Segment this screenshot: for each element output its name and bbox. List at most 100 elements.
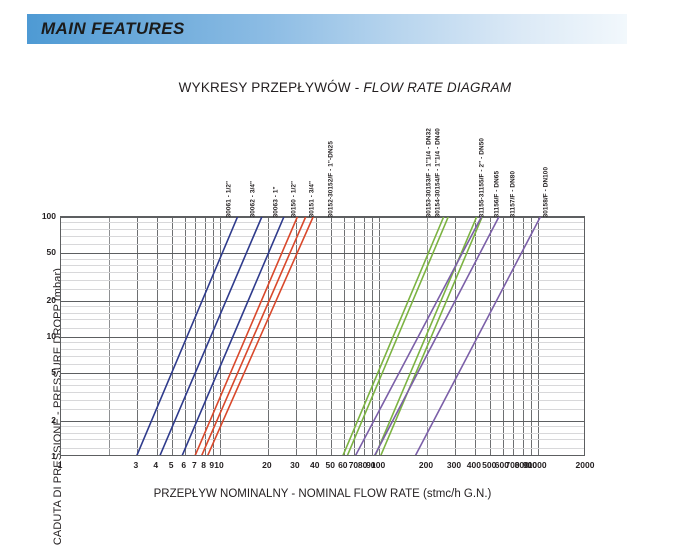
x-tick-label: 5 (168, 460, 174, 470)
gridline-horizontal (61, 264, 584, 266)
y-tick-label: 5 (51, 367, 56, 378)
gridline-vertical (426, 217, 428, 455)
gridline-vertical (136, 217, 138, 455)
gridline-vertical (343, 217, 345, 455)
curve-line (342, 217, 445, 455)
x-tick-label: 3 (133, 460, 139, 470)
x-tick-label: 8 (201, 460, 206, 470)
x-tick-label: 70 (348, 460, 359, 470)
curve-line (201, 217, 307, 455)
gridline-horizontal (61, 235, 584, 237)
curve-line (181, 217, 285, 455)
gridline-horizontal (61, 289, 584, 291)
curve-line (136, 217, 239, 455)
gridline-vertical (331, 217, 333, 455)
curve-line (159, 217, 263, 455)
curve-line (374, 217, 478, 455)
diagram-title-en: FLOW RATE DIAGRAM (363, 80, 512, 95)
gridline-horizontal (61, 312, 584, 314)
series-label: 30153-30153/F - 1"1/4 - DN32 (425, 128, 433, 218)
gridline-vertical (156, 217, 158, 455)
gridline-vertical (490, 217, 492, 455)
y-tick-label: 50 (46, 247, 56, 258)
gridline-vertical (108, 217, 110, 455)
gridline-vertical (220, 217, 222, 455)
gridline-horizontal (61, 222, 584, 224)
gridline-horizontal (61, 306, 584, 308)
curve-line (346, 217, 449, 455)
curve-line (207, 217, 314, 455)
gridline-vertical (195, 217, 197, 455)
gridline-vertical (454, 217, 456, 455)
x-tick-label: 9 (209, 460, 215, 470)
curve-line (373, 217, 500, 455)
diagram-title: WYKRESY PRZEPŁYWÓW - FLOW RATE DIAGRAM (0, 80, 690, 95)
series-label: 30150 - 1/2" (290, 180, 298, 218)
x-tick-label: 4 (153, 460, 159, 470)
main-features-header-band: MAIN FEATURES (27, 14, 627, 44)
y-tick-label: 1 (51, 451, 56, 461)
gridline-vertical (502, 217, 504, 455)
curve-line (380, 217, 483, 455)
series-label: 30062 - 3/4" (249, 180, 257, 218)
flow-rate-chart: CADUTA DI PRESSIONE - PRESSURE DROPP (mb… (42, 128, 595, 545)
gridline-vertical (513, 217, 515, 455)
series-label: 30063 - 1" (272, 186, 280, 218)
x-tick-label: 20 (262, 460, 272, 470)
gridline-horizontal (61, 432, 584, 434)
series-label: 30061 - 1/2" (226, 180, 234, 218)
curve-line (194, 217, 299, 455)
curve-line (414, 217, 542, 455)
x-tick-label: 7 (192, 460, 197, 470)
page-title: MAIN FEATURES (41, 19, 185, 38)
gridline-horizontal (61, 337, 584, 338)
gridline-horizontal (61, 378, 584, 380)
gridline-horizontal (61, 447, 584, 449)
gridline-vertical (522, 217, 524, 455)
series-label: 31155-31155/F - 2" - DN50 (478, 137, 486, 218)
x-tick-label: 300 (446, 460, 462, 470)
x-tick-label: 900 (522, 460, 537, 470)
gridline-vertical (363, 217, 365, 455)
x-tick-label: 100 (370, 460, 386, 470)
gridline-horizontal (61, 327, 584, 329)
gridline-horizontal (61, 384, 584, 386)
y-tick-label: 10 (46, 331, 56, 341)
plot-area (60, 216, 585, 456)
curve-lines (136, 217, 542, 455)
gridline-vertical (212, 217, 214, 455)
gridline-horizontal (61, 319, 584, 321)
y-tick-label: 2 (51, 414, 56, 425)
series-label: 30151 - 3/4" (308, 180, 316, 218)
gridline-horizontal (61, 426, 584, 428)
gridline-horizontal (61, 228, 584, 230)
gridline-horizontal (61, 253, 584, 255)
gridline-horizontal (61, 217, 584, 218)
gridline-vertical (295, 217, 297, 455)
gridline-vertical (172, 217, 174, 455)
gridline-horizontal (61, 348, 584, 350)
diagram-title-separator: - (350, 80, 364, 95)
x-tick-label: 700 (505, 460, 520, 470)
gridline-horizontal (61, 391, 584, 393)
x-tick-label: 80 (357, 460, 368, 470)
x-axis-label: PRZEPŁYW NOMINALNY - NOMINAL FLOW RATE (… (153, 488, 492, 500)
x-tick-label: 10 (214, 460, 224, 470)
series-label: 30158/F - DN100 (542, 166, 550, 218)
gridline-horizontal (61, 300, 584, 302)
x-tick-label: 800 (514, 460, 529, 470)
gridline-horizontal (61, 409, 584, 411)
x-tick-label: 30 (290, 460, 300, 470)
x-tick-label: 6 (181, 460, 187, 470)
gridline-vertical (354, 217, 356, 455)
x-tick-label: 40 (310, 460, 320, 470)
gridline-vertical (184, 217, 186, 455)
gridline-horizontal (61, 439, 584, 441)
y-tick-label: 100 (41, 211, 56, 221)
gridline-vertical (530, 217, 532, 455)
gridline-horizontal (61, 363, 584, 365)
diagram-title-pl: WYKRESY PRZEPŁYWÓW (178, 80, 351, 95)
gridline-vertical (204, 217, 206, 455)
gridline-horizontal (61, 355, 584, 357)
gridline-vertical (474, 217, 476, 455)
